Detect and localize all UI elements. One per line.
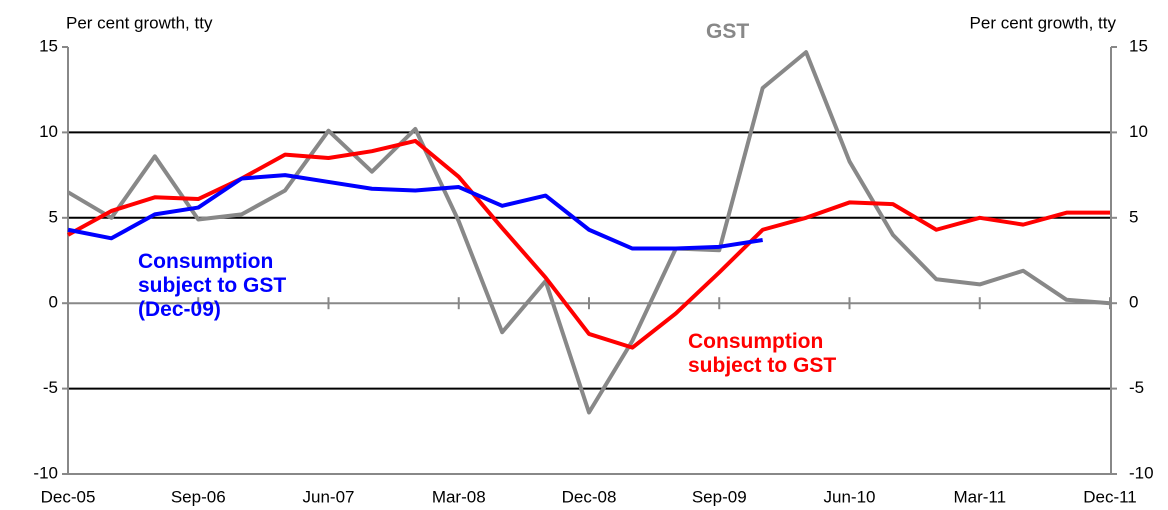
- y2-tick-label: -5: [1129, 378, 1144, 397]
- series-line: [67, 173, 763, 251]
- series-label: Consumption subject to GST (Dec-09): [138, 250, 287, 321]
- y2-tick-label: 10: [1129, 122, 1148, 141]
- x-tick-label: Mar-08: [432, 487, 486, 506]
- x-tick-label: Sep-06: [171, 487, 226, 506]
- y2-tick-label: -10: [1129, 463, 1154, 482]
- x-tick-label: Mar-11: [953, 487, 1006, 506]
- x-tick-label: Jun-10: [824, 487, 876, 506]
- x-tick-label: Dec-11: [1083, 487, 1137, 506]
- y-tick-label: 5: [49, 207, 58, 226]
- y2-tick-label: 15: [1129, 36, 1148, 55]
- y2-tick-label: 5: [1129, 207, 1138, 226]
- x-tick-label: Dec-08: [562, 487, 617, 506]
- y-tick-label: 0: [49, 293, 58, 312]
- y-tick-label: 15: [39, 36, 58, 55]
- x-tick-label: Dec-05: [41, 487, 96, 506]
- x-tick-label: Jun-07: [303, 487, 355, 506]
- y-tick-label: 10: [39, 122, 58, 141]
- series-label: Consumption subject to GST: [688, 330, 837, 377]
- y-axis-label: Per cent growth, tty: [66, 13, 213, 32]
- y2-tick-label: 0: [1129, 293, 1138, 312]
- y-tick-label: -5: [43, 378, 58, 397]
- series-label: GST: [706, 20, 750, 43]
- series-line: [66, 50, 1111, 415]
- y-tick-label: -10: [33, 463, 58, 482]
- y2-axis-label: Per cent growth, tty: [970, 13, 1117, 32]
- x-tick-label: Sep-09: [692, 487, 747, 506]
